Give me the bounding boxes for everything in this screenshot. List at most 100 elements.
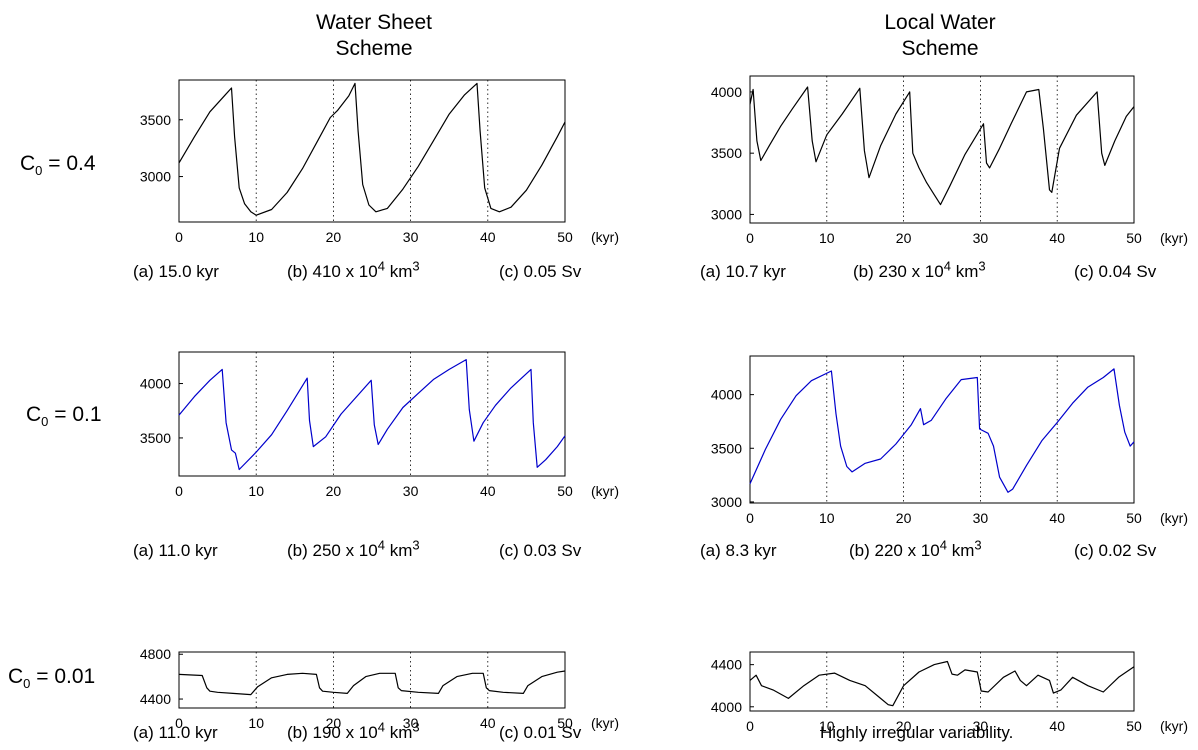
y-tick-label: 3500 (711, 440, 742, 456)
row-label-subscript: 0 (35, 163, 43, 179)
x-tick-label: 20 (326, 483, 342, 499)
column-title-line1: Local Water (884, 11, 996, 34)
y-tick-label: 4400 (711, 657, 742, 673)
x-tick-label: 0 (746, 718, 754, 734)
x-tick-label: 30 (973, 510, 989, 526)
x-tick-label: 10 (248, 715, 264, 731)
plot-frame (178, 651, 566, 709)
stat-volume: (b) 410 x 104 km3 (287, 258, 420, 281)
row-label-c01: C0 = 0.1 (26, 403, 102, 429)
series-line (749, 86, 1135, 206)
column-title-line2: Scheme (335, 37, 413, 60)
row-label-symbol: C (26, 403, 42, 426)
plot-frame (749, 651, 1135, 712)
y-tick-label: 3000 (711, 494, 742, 510)
x-unit-label: (kyr) (1160, 510, 1188, 526)
row-label-symbol: C (8, 665, 24, 688)
y-tick-label: 4000 (711, 699, 742, 715)
series-line (178, 670, 566, 696)
stat-volume: (b) 250 x 104 km3 (287, 537, 420, 560)
x-tick-label: 30 (403, 229, 419, 245)
x-tick-label: 20 (326, 229, 342, 245)
column-title-line2: Scheme (901, 37, 979, 60)
column-title-local-water: Local Water Scheme (790, 10, 1090, 62)
row-label-c001: C0 = 0.01 (8, 665, 95, 691)
x-tick-label: 20 (326, 715, 342, 731)
x-tick-label: 40 (480, 483, 496, 499)
stat-flux: (c) 0.04 Sv (1074, 262, 1157, 281)
x-tick-label: 10 (819, 230, 835, 246)
x-tick-label: 10 (248, 229, 264, 245)
stat-period: (a) 11.0 kyr (133, 723, 218, 742)
column-title-line1: Water Sheet (316, 11, 432, 34)
row-label-symbol: C (20, 152, 36, 175)
x-tick-label: 0 (175, 229, 183, 245)
y-tick-label: 4000 (711, 84, 742, 100)
x-tick-label: 10 (248, 483, 264, 499)
chart-local-water-c01: 0 10 20 30 40 50 (kyr) 3000 3500 4000 (711, 355, 1188, 526)
plot-frame (749, 355, 1135, 504)
stat-flux: (c) 0.01 Sv (499, 723, 582, 742)
series-line (749, 368, 1135, 493)
x-unit-label: (kyr) (591, 483, 619, 499)
irregular-variability-note: Highly irregular variability. (820, 723, 1014, 742)
x-tick-label: 40 (1049, 230, 1065, 246)
row-label-value: = 0.01 (30, 665, 96, 688)
chart-local-water-c04: 0 10 20 30 40 50 (kyr) 3000 3500 4000 (711, 75, 1188, 246)
row-label-value: = 0.4 (42, 152, 96, 175)
stat-flux: (c) 0.05 Sv (499, 262, 582, 281)
y-tick-label: 3000 (711, 206, 742, 222)
chart-water-sheet-c04: 0 10 20 30 40 50 (kyr) 3000 3500 (140, 79, 619, 245)
chart-water-sheet-c001: 0 10 20 30 40 50 (kyr) 4400 4800 (140, 646, 619, 731)
x-tick-label: 10 (819, 718, 835, 734)
stat-volume: (b) 230 x 104 km3 (853, 258, 986, 281)
plot-frame (178, 79, 566, 223)
x-tick-label: 40 (480, 715, 496, 731)
stat-period: (a) 10.7 kyr (700, 262, 786, 281)
x-tick-label: 50 (1126, 230, 1142, 246)
series-line (178, 82, 566, 216)
x-tick-label: 30 (403, 715, 419, 731)
x-tick-label: 40 (480, 229, 496, 245)
stat-flux: (c) 0.03 Sv (499, 541, 582, 560)
row-label-subscript: 0 (41, 414, 49, 430)
x-unit-label: (kyr) (591, 229, 619, 245)
row-label-subscript: 0 (23, 676, 31, 692)
x-tick-label: 30 (973, 230, 989, 246)
stat-volume: (b) 190 x 104 km3 (287, 719, 420, 742)
chart-local-water-c001: 0 10 20 30 40 50 (kyr) 4000 4400 (711, 651, 1188, 734)
x-unit-label: (kyr) (1160, 718, 1188, 734)
x-tick-label: 0 (175, 483, 183, 499)
x-tick-label: 20 (896, 510, 912, 526)
x-tick-label: 50 (557, 229, 573, 245)
stat-volume: (b) 220 x 104 km3 (849, 537, 982, 560)
column-title-water-sheet: Water Sheet Scheme (224, 10, 524, 62)
x-tick-label: 50 (557, 483, 573, 499)
plot-frame (749, 75, 1135, 224)
stat-period: (a) 11.0 kyr (133, 541, 218, 560)
x-tick-label: 0 (175, 715, 183, 731)
x-unit-label: (kyr) (591, 715, 619, 731)
x-tick-label: 30 (973, 718, 989, 734)
x-tick-label: 10 (819, 510, 835, 526)
stat-flux: (c) 0.02 Sv (1074, 541, 1157, 560)
series-line (749, 660, 1135, 707)
stat-period: (a) 15.0 kyr (133, 262, 219, 281)
y-tick-label: 4800 (140, 646, 171, 662)
x-tick-label: 40 (1049, 510, 1065, 526)
stat-period: (a) 8.3 kyr (700, 541, 777, 560)
y-tick-label: 3500 (140, 430, 171, 446)
row-label-c04: C0 = 0.4 (20, 152, 96, 178)
y-tick-label: 3000 (140, 169, 171, 185)
y-tick-label: 4400 (140, 691, 171, 707)
x-tick-label: 0 (746, 510, 754, 526)
x-tick-label: 50 (557, 715, 573, 731)
plot-frame (178, 351, 566, 477)
x-tick-label: 50 (1126, 718, 1142, 734)
row-label-value: = 0.1 (48, 403, 102, 426)
x-unit-label: (kyr) (1160, 230, 1188, 246)
y-tick-label: 4000 (711, 387, 742, 403)
y-tick-label: 4000 (140, 376, 171, 392)
y-tick-label: 3500 (711, 145, 742, 161)
